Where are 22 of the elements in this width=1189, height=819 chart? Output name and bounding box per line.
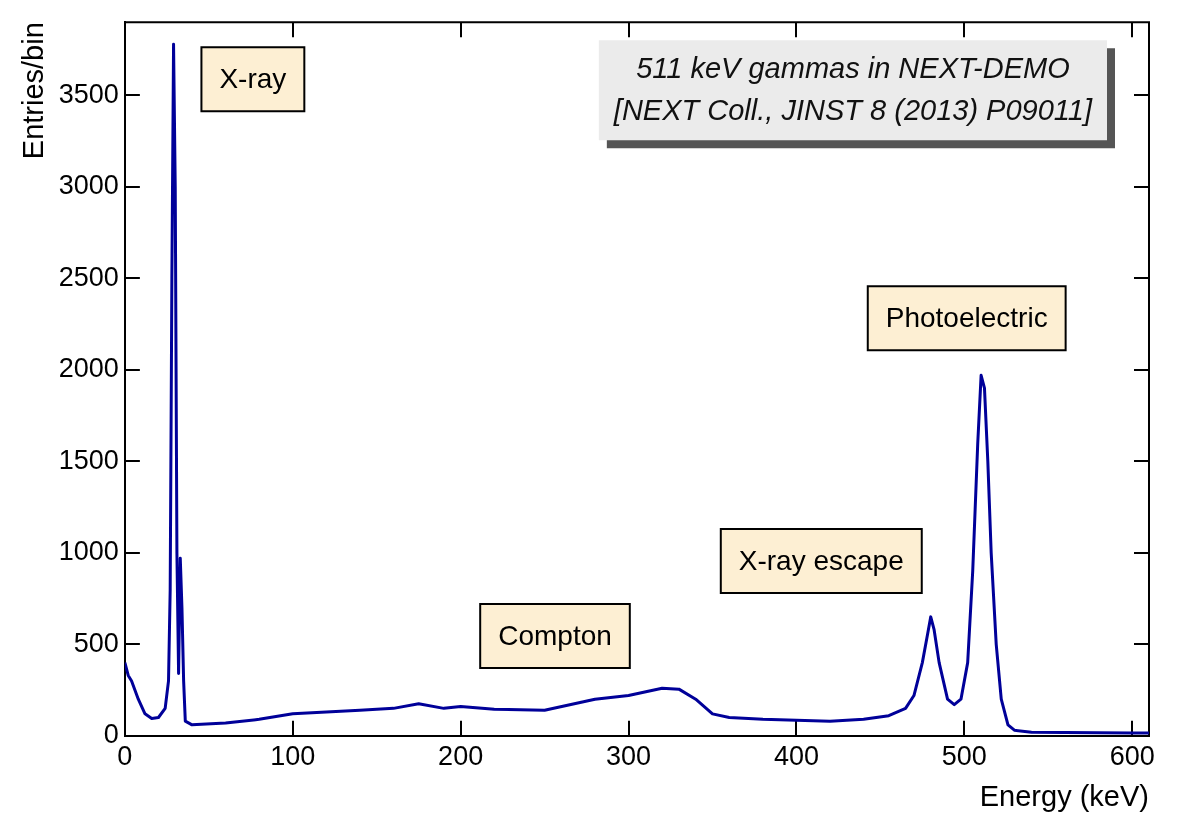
x-axis-title: Energy (keV) (979, 779, 1149, 812)
y-tick-label: 500 (73, 627, 119, 658)
x-tick-label: 600 (1109, 741, 1155, 772)
x-tick-label: 500 (941, 741, 987, 772)
y-tick-label: 1500 (58, 444, 119, 475)
annotation: Photoelectric (885, 302, 1048, 334)
x-tick-label: 300 (606, 741, 652, 772)
annotation: Compton (498, 619, 612, 651)
text: 511 keV gammas in NEXT-DEMO (636, 52, 1070, 85)
y-tick-label: 3500 (58, 78, 119, 109)
y-axis-title: Entries/bin (17, 22, 50, 160)
annotation: X-ray escape (738, 544, 904, 576)
y-tick-label: 1000 (58, 536, 119, 567)
y-tick-label: 3000 (58, 170, 119, 201)
text: [NEXT Coll., JINST 8 (2013) P09011] (612, 94, 1093, 127)
x-tick-label: 400 (773, 741, 819, 772)
x-tick-label: 100 (270, 741, 316, 772)
y-tick-label: 2000 (58, 353, 119, 384)
annotation: X-ray (219, 63, 287, 95)
y-tick-label: 2500 (58, 261, 119, 292)
x-tick-label: 200 (438, 741, 484, 772)
y-tick-label: 0 (103, 719, 119, 750)
